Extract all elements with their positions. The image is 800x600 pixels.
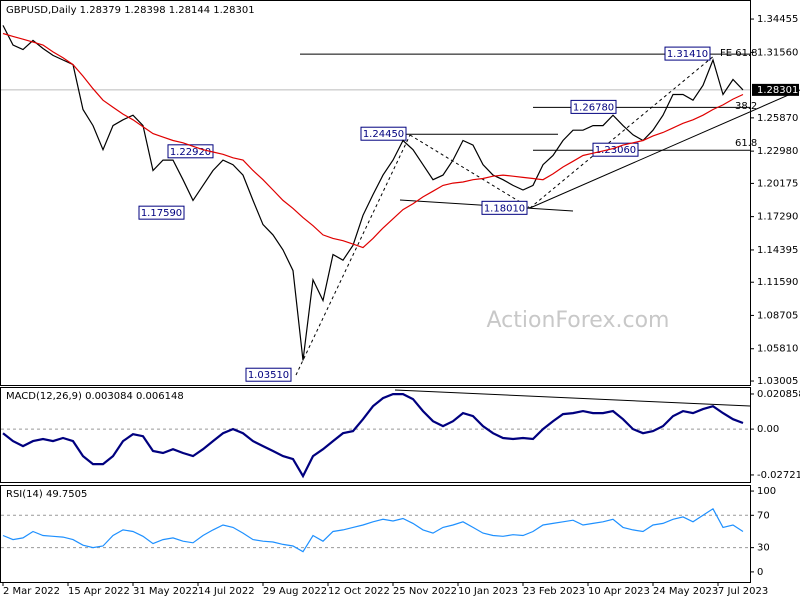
trendlines [295,54,800,407]
annotation-box [360,126,407,141]
y-tick-label: 1.11590 [757,277,798,288]
y-tick-label: 70 [757,510,770,521]
rsi-title: RSI(14) 49.7505 [6,489,87,500]
annotation-box [481,200,528,215]
annotation-box [138,205,185,220]
last-price-label: 1.28301 [757,85,798,96]
fib-label: FE 61.8 [720,48,758,59]
y-tick-label: -0.027213 [757,470,800,481]
annotation-label: 1.18010 [484,203,525,214]
y-tick-label: 0 [757,567,763,578]
x-tick-label: 7 Jul 2023 [718,586,768,597]
annotation-box [664,46,711,61]
y-tick-label: 1.25870 [757,113,798,124]
x-tick-label: 31 May 2022 [133,586,198,597]
annotation-label: 1.03510 [248,370,289,381]
y-tick-label: 1.08705 [757,310,798,321]
macd-trendline [394,389,751,407]
y-tick-label: 1.03005 [757,376,798,387]
main-panel [0,0,751,386]
x-tick-label: 12 Oct 2022 [328,586,390,597]
annotation-label: 1.31410 [667,49,708,60]
y-tick-label: 100 [757,486,776,497]
y-tick-label: 1.14395 [757,245,798,256]
x-tick-label: 29 Aug 2022 [263,586,327,597]
y-tick-label: 1.20175 [757,178,798,189]
annotation-label: 1.24450 [363,129,404,140]
y-tick-label: 1.22980 [757,146,798,157]
fib-label: 61.8 [735,138,757,149]
trendline [529,89,800,209]
y-tick-label: 1.17290 [757,212,798,223]
x-tick-label: 15 Apr 2022 [68,586,130,597]
annotation-box [245,367,292,382]
annotation-label: 1.17590 [141,208,182,219]
x-tick-label: 14 Jul 2022 [198,586,255,597]
annotation-box [592,142,639,157]
series-line [2,393,744,479]
x-tick-label: 24 May 2023 [653,586,718,597]
last-price-box [752,83,799,96]
x-tick-label: 10 Jan 2023 [458,586,518,597]
x-tick-label: 2 Mar 2022 [3,586,60,597]
series-line [2,25,744,361]
macd-panel [0,387,751,483]
annotation-box [570,99,617,114]
y-tick-label: 1.05810 [757,344,798,355]
x-tick-label: 25 Nov 2022 [393,586,457,597]
watermark: ActionForex.com [487,308,670,333]
trendline [529,54,716,209]
annotation-label: 1.26780 [573,102,614,113]
rsi-panel [0,485,751,583]
y-tick-label: 30 [757,543,770,554]
x-tick-label: 23 Feb 2023 [523,586,585,597]
x-tick-label: 10 Apr 2023 [588,586,650,597]
y-tick-label: 1.34455 [757,14,798,25]
annotation-label: 1.23060 [595,145,636,156]
fib-label: 38.2 [735,101,757,112]
chart-title: GBPUSD,Daily 1.28379 1.28398 1.28144 1.2… [6,5,255,16]
y-tick-label: 1.31560 [757,47,798,58]
annotation-label: 1.22920 [170,147,211,158]
y-tick-label: 0.00 [757,424,779,435]
y-tick-label: 0.020858 [757,389,800,400]
trendline [295,134,411,376]
macd-title: MACD(12,26,9) 0.003084 0.006148 [6,391,184,402]
series-line [2,507,744,553]
series-line [2,32,744,249]
